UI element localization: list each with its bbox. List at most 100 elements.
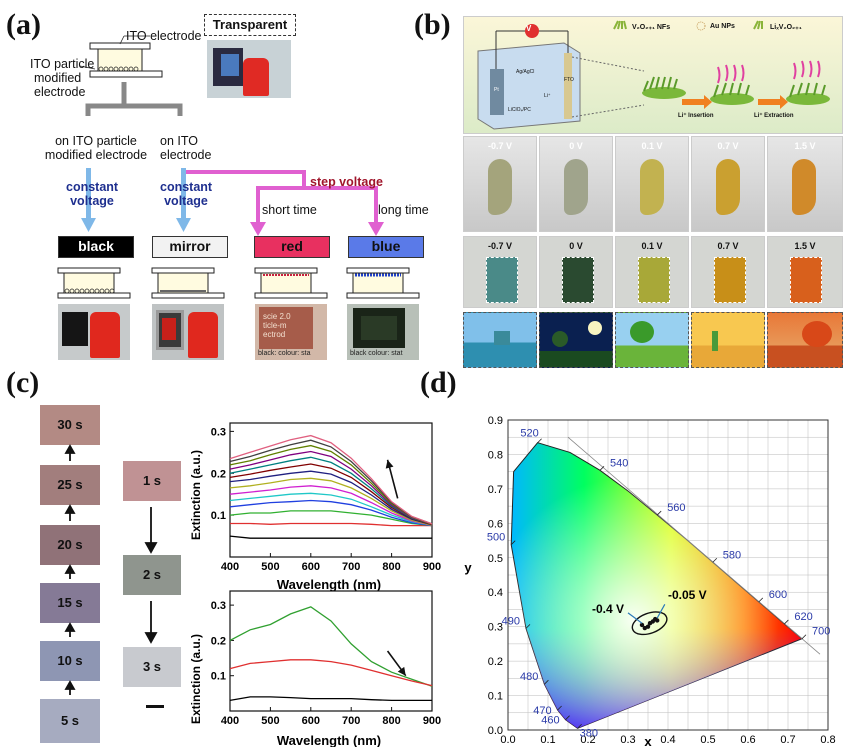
chart-c-top-xtick-label: 900 [423,561,441,573]
scene-night [539,312,613,368]
cie-wavelength-label: 490 [502,615,520,627]
panel-label-c: (c) [6,366,40,399]
chart-d-ylabel: y [464,560,472,575]
cie-wavelength-label: 500 [487,532,505,544]
chart-c-bottom-series-3 [229,696,432,702]
chart-c-bottom-ytick-label: 0.2 [211,635,226,647]
chart-c-bottom-xtick-label: 700 [342,715,360,727]
cie-arrow-neg04 [627,612,643,624]
chart-c-bottom: Extinction (a.u.) Wavelength (nm) 400 500… [189,590,441,747]
cie-wavelength-label: 620 [794,611,812,623]
cie-wavelength-label: 470 [533,705,551,717]
cie-annotation-neg04: -0.4 V [592,602,624,616]
cie-points-ellipse [631,611,668,636]
chart-c-top-series-9 [229,463,433,526]
constant-voltage-right: constant voltage [160,180,213,208]
cell-label-fto: FTO [564,77,574,83]
cie-ytick-label: 0.7 [488,484,503,496]
photo-red: scie 2.0 ticle-m ectrod black: colour: s… [255,304,327,360]
device-row: -0.7 V 0 V 0.1 V 0.7 V 1.5 V [463,236,843,308]
seahorse-tile-2: 0 V [539,136,613,232]
cie-xtick-label: 0.0 [500,734,515,746]
chart-c-top-ytick-label: 0.1 [211,510,226,522]
cie-gamut-white [511,442,802,729]
chart-d-cie: x y 0.0 0.1 0.2 0.3 0.4 0.5 0.6 0.7 0.8 0.0 0.1 0.2… [464,415,835,747]
cie-wavelength-tick [599,466,605,471]
chart-c-top-series-2 [230,522,432,527]
chart-c-top-ylabel: Extinction (a.u.) [189,450,203,540]
nanofiber-2 [710,64,754,105]
swatch-15s: 15 s [40,583,100,623]
chart-c-top-xtick-label: 500 [261,561,279,573]
nanofiber-3 [786,60,830,105]
cie-xtick-label: 0.8 [820,734,835,746]
chart-c-top-trend-arrowhead [385,459,394,469]
seahorse-tile-5: 1.5 V [767,136,843,232]
chart-c-bottom-xlabel: Wavelength (nm) [277,733,381,747]
cie-wavelength-tick [544,679,549,685]
panel-a: ITO electrode Transparent ITO particle m… [0,0,450,370]
cie-wavelength-tick [784,619,789,625]
chart-c-top-series-3 [229,510,433,527]
chart-c-top-xtick-label: 800 [382,561,400,573]
chart-c-top-series-12 [229,444,433,525]
cie-wavelength-label: 380 [580,727,598,739]
photo-blue-caption: black colour: stat [350,350,403,357]
chart-c-bottom-trend-arrowhead [397,666,406,676]
cie-ytick-label: 0.8 [488,449,503,461]
branch-right-label: on ITO electrode [160,134,212,162]
legend-au: Au NPs [710,23,735,30]
cie-ytick-label: 0.5 [488,553,503,565]
chart-c-bottom-ytick-label: 0.3 [211,600,226,612]
long-time-label: long time [378,203,429,217]
cie-wavelength-label: 600 [769,589,787,601]
cie-ytick-label: 0.0 [488,725,503,737]
cie-point-1 [639,622,645,628]
cie-wavelength-tick [537,438,542,444]
chart-c-top-xtick-label: 600 [302,561,320,573]
transparent-label: Transparent [204,14,296,36]
cell-label-pt: Pt [494,87,499,93]
ito-particle-label: ITO particle modified electrode [30,57,95,99]
cie-ytick-label: 0.9 [488,415,503,427]
ito-device-top [79,35,163,78]
panel-a-diagram [57,35,420,299]
swatch-left-arrows [64,444,76,695]
device-black [57,267,131,299]
device-blue [346,267,420,299]
cie-annotation-neg005: -0.05 V [668,588,707,602]
swatch-3s: 3 s [123,647,181,687]
chart-c-top-series-6 [229,485,433,526]
cie-wavelength-label: 480 [520,671,538,683]
nanofiber-1 [642,76,686,99]
step-voltage-label: step voltage [310,175,383,189]
cie-point-3 [645,624,651,629]
swatch-20s: 20 s [40,525,100,565]
chart-c-top-series-4 [229,499,433,527]
chart-c-top: Extinction (a.u.) Wavelength (nm) 400 500… [189,422,441,592]
chart-c-bottom-xtick-label: 600 [302,715,320,727]
seahorse-tile-3: 0.1 V [615,136,689,232]
swatch-10s: 10 s [40,641,100,681]
device-mirror [151,267,225,299]
chart-c-bottom-ytick-label: 0.1 [211,671,226,683]
cie-wavelength-label: 540 [610,457,628,469]
cell-label-ref: Ag/AgCl [516,69,535,75]
cie-wavelength-tick [525,624,531,629]
cie-xtick-label: 0.3 [620,734,635,746]
branch-lines [85,82,183,116]
state-blue: blue [348,236,424,258]
schematic-drawing [477,20,830,130]
ito-electrode-label: ITO electrode [126,29,202,43]
cie-xtick-label: 0.1 [540,734,555,746]
cie-wavelength-label: 580 [723,549,741,561]
device-tile-4: 0.7 V [691,236,765,308]
scene-autumn [767,312,843,368]
cie-boundary-line [567,436,821,655]
cie-wavelength-tick [565,715,570,720]
chart-c-top-series-1 [229,535,432,539]
chart-c-top-xlabel: Wavelength (nm) [277,577,381,592]
swatch-1s: 1 s [123,461,181,501]
chart-c-top-series-7 [229,477,433,526]
cie-xtick-label: 0.5 [700,734,715,746]
